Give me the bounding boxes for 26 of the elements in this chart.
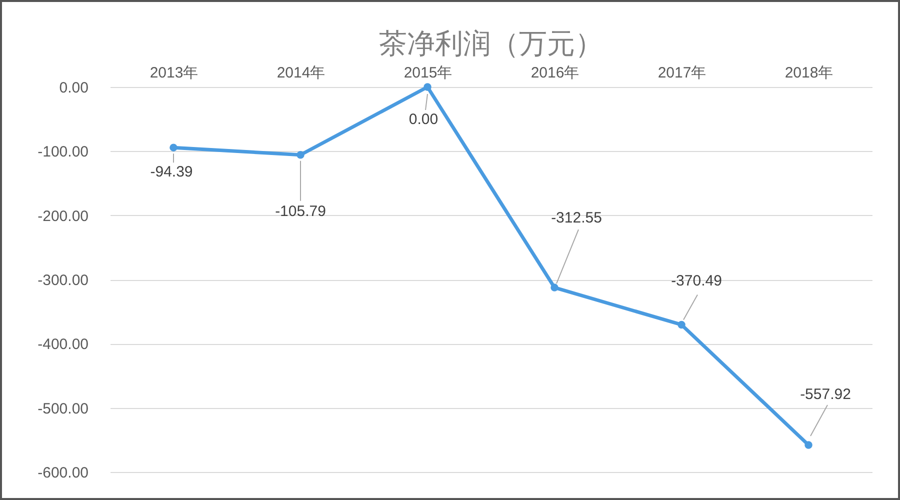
- data-label: -94.39: [150, 164, 193, 181]
- data-label: -370.49: [671, 272, 722, 290]
- x-tick-label: 2016年: [530, 64, 580, 82]
- y-tick-label: -200.00: [38, 208, 88, 225]
- x-tick-label: 2014年: [276, 64, 326, 82]
- point: [804, 441, 812, 449]
- x-tick-label: 2018年: [784, 64, 834, 82]
- chart-title: 茶净利润（万元）: [379, 27, 603, 60]
- data-label: -312.55: [551, 210, 602, 227]
- x-tick-label: 2013年: [150, 64, 198, 82]
- point: [550, 284, 558, 292]
- data-label: -557.92: [800, 386, 851, 403]
- y-tick-label: -600.00: [38, 464, 88, 482]
- x-tick-label: 2017年: [658, 64, 706, 82]
- point: [296, 151, 304, 159]
- data-label: -105.79: [275, 202, 326, 220]
- point: [678, 320, 686, 329]
- x-tick-label: 2015年: [404, 64, 452, 82]
- y-tick-label: 0.00: [59, 80, 88, 96]
- point: [170, 144, 178, 152]
- y-tick-label: -500.00: [38, 400, 88, 418]
- y-tick-label: -400.00: [38, 336, 88, 354]
- y-tick-label: -300.00: [38, 272, 88, 289]
- y-tick-label: -100.00: [38, 144, 88, 161]
- point: [424, 83, 432, 91]
- data-label: 0.00: [408, 111, 438, 128]
